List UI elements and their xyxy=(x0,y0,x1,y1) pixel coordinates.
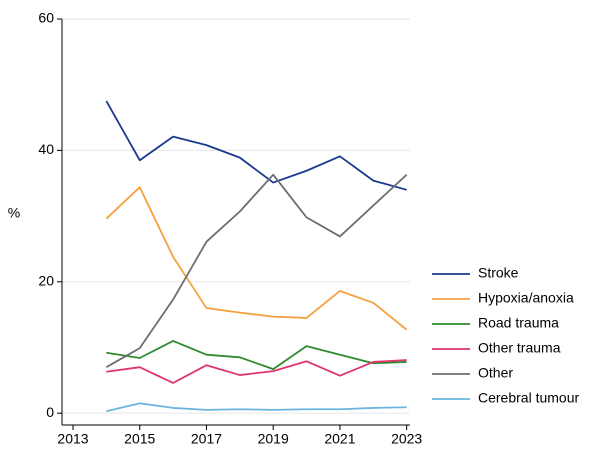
line xyxy=(106,402,407,413)
line xyxy=(105,186,408,331)
y-axis-label: % xyxy=(8,205,20,221)
line xyxy=(105,100,407,191)
legend-label: Other xyxy=(478,365,513,381)
x-tick-label: 2021 xyxy=(324,431,355,447)
line xyxy=(106,340,407,371)
x-tick-label: 2013 xyxy=(57,431,88,447)
legend-label: Stroke xyxy=(478,265,519,281)
x-tick-label: 2019 xyxy=(258,431,289,447)
y-tick-label: 0 xyxy=(46,404,54,420)
y-tick-label: 40 xyxy=(38,141,54,157)
legend-label: Hypoxia/anoxia xyxy=(478,290,574,306)
x-tick-label: 2023 xyxy=(391,431,422,447)
legend-label: Other trauma xyxy=(478,340,561,356)
y-tick-label: 60 xyxy=(38,10,54,26)
x-tick-label: 2015 xyxy=(124,431,155,447)
x-tick-label: 2017 xyxy=(191,431,222,447)
line xyxy=(105,173,408,368)
line xyxy=(106,359,407,384)
legend-label: Road trauma xyxy=(478,315,559,331)
legend-label: Cerebral tumour xyxy=(478,390,579,406)
y-tick-label: 20 xyxy=(38,272,54,288)
